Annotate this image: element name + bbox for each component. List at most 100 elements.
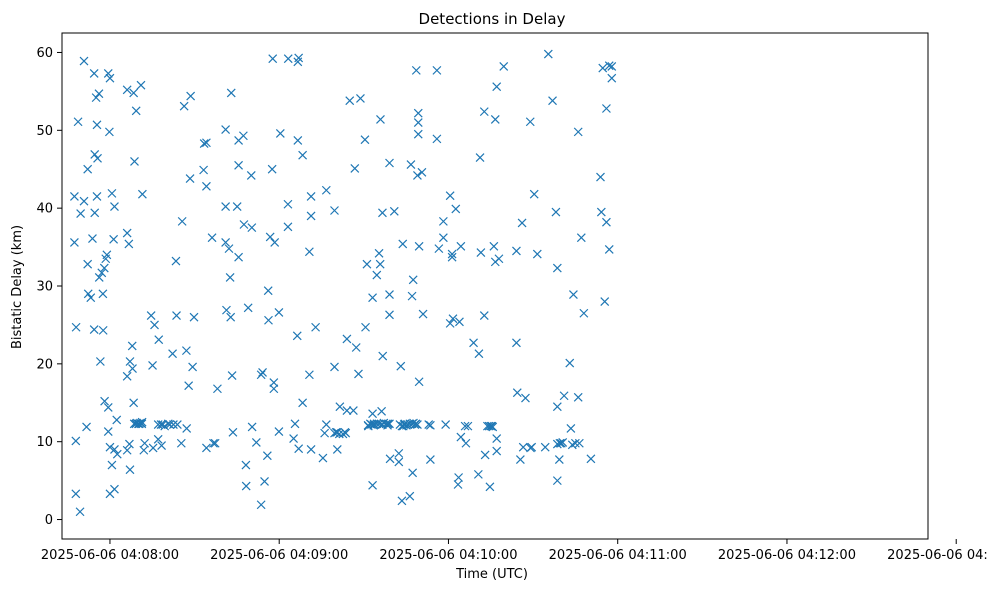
data-point [209, 438, 218, 448]
data-point [434, 244, 444, 254]
y-tick-label: 30 [36, 280, 53, 295]
data-point [350, 164, 360, 173]
data-point [351, 343, 361, 352]
data-point [234, 252, 244, 262]
data-point [552, 476, 562, 486]
data-point [411, 65, 421, 75]
data-point [283, 199, 293, 209]
data-point [492, 82, 502, 92]
data-point [88, 234, 97, 243]
data-point [480, 450, 490, 460]
data-point [548, 96, 557, 106]
data-point [600, 297, 610, 306]
data-point [518, 442, 528, 452]
data-point [258, 367, 267, 377]
data-point [341, 428, 351, 438]
data-point [374, 248, 384, 258]
data-point [512, 338, 521, 348]
data-point [552, 402, 562, 412]
data-point [492, 434, 502, 444]
data-point [177, 216, 187, 226]
data-point [473, 469, 483, 479]
data-point [474, 349, 484, 359]
data-point [568, 290, 578, 299]
data-point [251, 438, 261, 447]
data-point [601, 217, 611, 227]
data-point [413, 420, 422, 429]
data-point [274, 308, 284, 317]
data-point [330, 362, 339, 372]
data-point [137, 419, 147, 429]
data-point [438, 216, 448, 226]
data-point [475, 153, 485, 162]
data-point [268, 54, 278, 64]
data-point [232, 202, 242, 212]
data-point [448, 314, 458, 324]
data-point [335, 402, 345, 412]
data-point [239, 220, 249, 229]
data-point [342, 334, 352, 344]
data-point [186, 91, 196, 101]
data-point [527, 442, 537, 452]
data-point [103, 403, 113, 412]
data-point [140, 438, 150, 448]
data-point [304, 247, 314, 257]
data-point [83, 259, 93, 269]
data-point [226, 88, 236, 98]
data-point [332, 445, 342, 454]
data-point [221, 202, 231, 212]
data-point [94, 89, 104, 99]
data-point [320, 428, 330, 438]
data-point [202, 181, 211, 191]
data-point [579, 308, 589, 318]
data-point [292, 331, 302, 341]
data-point [275, 128, 285, 138]
x-tick-label: 2025-06-06 04:13:00 [887, 548, 987, 563]
data-point [105, 442, 115, 452]
data-point [398, 239, 408, 249]
data-point [321, 420, 331, 429]
data-point [445, 191, 455, 201]
data-point [226, 312, 236, 322]
data-point [104, 127, 114, 137]
data-point [107, 460, 117, 470]
data-point [264, 315, 273, 325]
data-point [461, 438, 471, 448]
data-point [222, 305, 231, 315]
data-point [225, 273, 235, 282]
data-point [153, 434, 163, 444]
y-tick-label: 60 [36, 46, 53, 61]
data-point [413, 108, 423, 118]
data-point [79, 196, 89, 206]
data-point [368, 480, 377, 490]
data-point [529, 189, 539, 199]
data-point [304, 370, 314, 380]
data-point [157, 441, 167, 451]
data-point [129, 88, 139, 98]
data-point [598, 63, 608, 73]
data-point [445, 318, 455, 328]
data-point [385, 290, 394, 299]
data-point [521, 393, 530, 403]
data-point [499, 62, 509, 71]
data-point [378, 351, 388, 361]
x-tick-label: 2025-06-06 04:10:00 [379, 548, 517, 563]
data-point [172, 420, 182, 429]
data-point [107, 188, 117, 198]
y-tick-label: 10 [36, 435, 53, 450]
data-point [130, 157, 139, 166]
data-point [551, 207, 561, 217]
data-point [543, 49, 553, 59]
data-point [179, 101, 189, 111]
data-point [447, 252, 457, 262]
data-point [306, 192, 316, 201]
data-point [172, 311, 181, 321]
data-point [71, 322, 81, 332]
data-point [479, 311, 489, 321]
data-point [181, 346, 191, 356]
data-point [256, 500, 266, 510]
y-tick-label: 20 [36, 357, 53, 372]
data-point [241, 481, 251, 491]
data-point [103, 427, 113, 436]
data-point [385, 158, 394, 168]
